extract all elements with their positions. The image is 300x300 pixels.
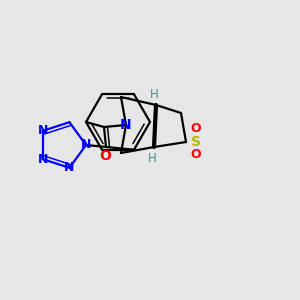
Text: N: N xyxy=(81,139,91,152)
Text: N: N xyxy=(38,153,48,166)
Text: O: O xyxy=(191,148,201,161)
Text: O: O xyxy=(99,149,111,163)
Text: O: O xyxy=(191,122,201,136)
Text: H: H xyxy=(148,152,156,164)
Text: H: H xyxy=(150,88,158,100)
Text: S: S xyxy=(191,135,201,149)
Text: N: N xyxy=(120,118,132,132)
Text: N: N xyxy=(38,124,48,137)
Text: N: N xyxy=(64,161,75,174)
